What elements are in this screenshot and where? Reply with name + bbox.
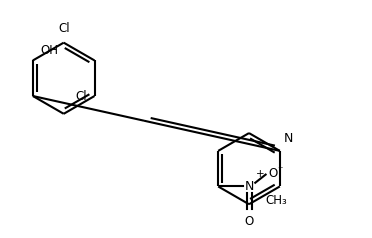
Text: Cl: Cl xyxy=(76,89,87,103)
Text: N: N xyxy=(283,132,293,145)
Text: O: O xyxy=(245,215,254,228)
Text: ⁻: ⁻ xyxy=(278,165,283,175)
Text: OH: OH xyxy=(40,44,58,57)
Text: N: N xyxy=(245,180,254,193)
Text: O: O xyxy=(269,167,278,180)
Text: CH₃: CH₃ xyxy=(265,194,287,207)
Text: Cl: Cl xyxy=(58,22,70,35)
Text: +: + xyxy=(256,169,264,179)
